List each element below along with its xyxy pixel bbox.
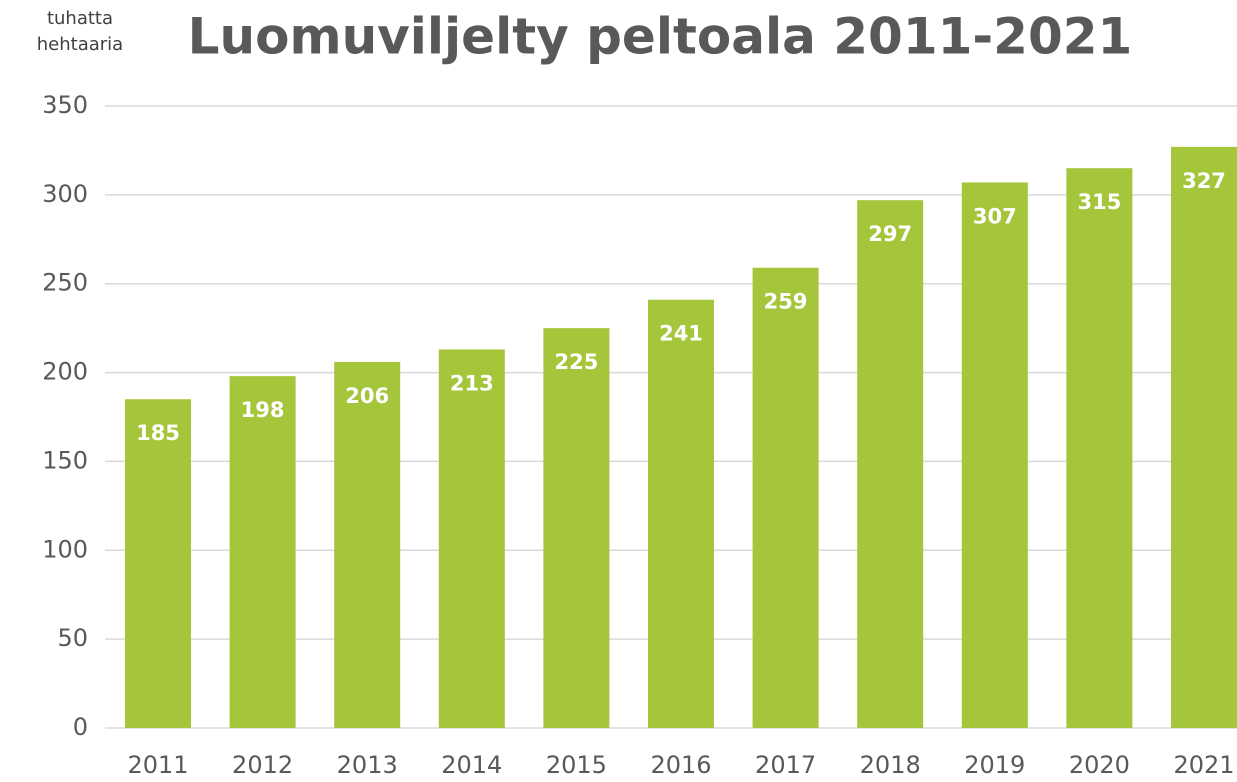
bar xyxy=(752,267,819,728)
x-tick-label: 2017 xyxy=(755,751,816,779)
bar xyxy=(229,376,296,728)
y-axis-label-text: tuhatta hehtaaria xyxy=(36,8,124,55)
data-label: 259 xyxy=(764,290,808,314)
y-tick-label: 150 xyxy=(42,446,88,474)
y-tick-label: 300 xyxy=(42,180,88,208)
x-tick-label: 2016 xyxy=(650,751,711,779)
x-tick-label: 2013 xyxy=(337,751,398,779)
data-label: 297 xyxy=(868,222,912,246)
data-label: 307 xyxy=(973,204,1017,228)
data-label: 225 xyxy=(554,350,598,374)
bar xyxy=(438,349,505,728)
data-label: 213 xyxy=(450,371,494,395)
data-label: 198 xyxy=(241,398,285,422)
data-label: 206 xyxy=(345,384,389,408)
bar xyxy=(857,200,924,728)
x-tick-label: 2021 xyxy=(1173,751,1234,779)
x-tick-label: 2015 xyxy=(546,751,607,779)
x-tick-label: 2019 xyxy=(964,751,1025,779)
bar xyxy=(1066,168,1133,728)
y-tick-label: 250 xyxy=(42,269,88,297)
y-tick-label: 50 xyxy=(57,624,88,652)
bar xyxy=(648,299,714,728)
bar xyxy=(125,399,191,728)
y-tick-label: 200 xyxy=(42,358,88,386)
data-label: 327 xyxy=(1182,169,1226,193)
data-label: 241 xyxy=(659,322,703,346)
bar xyxy=(1171,146,1237,729)
x-tick-label: 2020 xyxy=(1069,751,1130,779)
bar xyxy=(543,328,610,728)
x-tick-label: 2014 xyxy=(441,751,502,779)
y-tick-label: 100 xyxy=(42,535,88,563)
chart-title: Luomuviljelty peltoala 2011-2021 xyxy=(188,8,1133,66)
y-tick-label: 350 xyxy=(42,91,88,119)
bar xyxy=(334,361,401,728)
x-tick-label: 2011 xyxy=(127,751,188,779)
data-label: 315 xyxy=(1077,190,1121,214)
x-tick-label: 2012 xyxy=(232,751,293,779)
bar xyxy=(961,182,1028,729)
y-tick-label: 0 xyxy=(73,713,88,741)
x-tick-label: 2018 xyxy=(860,751,921,779)
data-label: 185 xyxy=(136,421,180,445)
y-axis-label: tuhatta hehtaaria xyxy=(20,6,140,58)
